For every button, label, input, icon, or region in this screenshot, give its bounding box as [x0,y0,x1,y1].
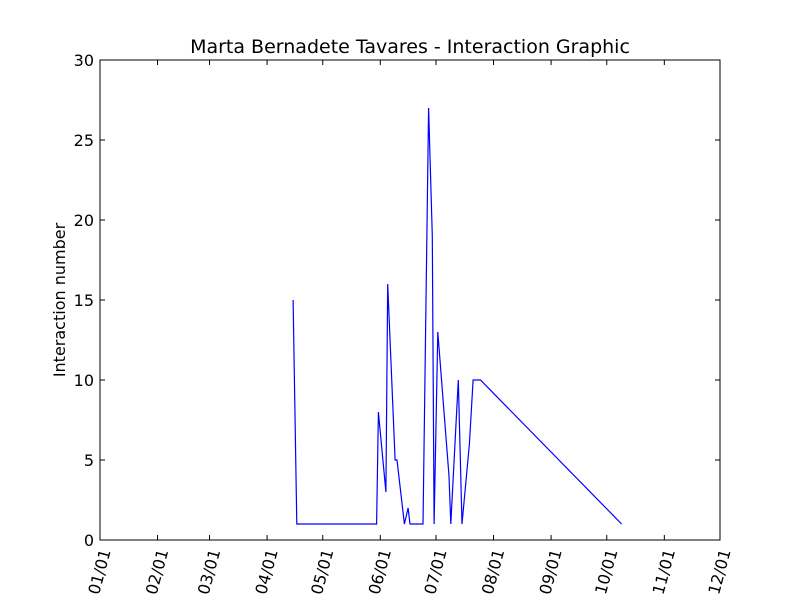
y-tick-label: 15 [74,291,94,310]
series-layer [292,107,623,525]
y-tick-label: 5 [84,451,94,470]
y-axis-label: Interaction number [50,222,69,377]
chart-title: Marta Bernadete Tavares - Interaction Gr… [190,36,630,58]
y-tick-label: 0 [84,531,94,550]
plot-frame [99,59,721,541]
y-tick-label: 25 [74,131,94,150]
y-tick-label: 30 [74,51,94,70]
y-tick-label: 10 [74,371,94,390]
series-line [292,107,623,525]
y-ticks: 0 5 10 15 20 25 30 [74,51,720,550]
y-tick-label: 20 [74,211,94,230]
